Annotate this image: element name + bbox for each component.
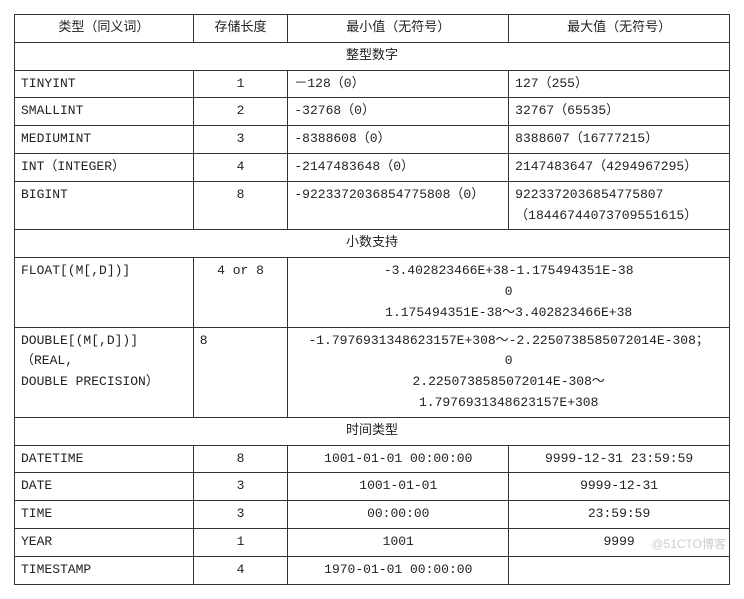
table-row: INT（INTEGER） 4 -2147483648（0） 2147483647… xyxy=(15,153,730,181)
section-dec-label: 小数支持 xyxy=(15,230,730,258)
header-length: 存储长度 xyxy=(193,15,288,43)
cell-min: －128（0） xyxy=(288,70,509,98)
cell-max: 9999-12-31 xyxy=(509,473,730,501)
table-row: FLOAT[(M[,D])] 4 or 8 -3.402823466E+38-1… xyxy=(15,258,730,327)
cell-max xyxy=(509,556,730,584)
range-line: 2.2250738585072014E-308～ xyxy=(412,374,604,389)
cell-max: 2147483647（4294967295） xyxy=(509,153,730,181)
table-row: TINYINT 1 －128（0） 127（255） xyxy=(15,70,730,98)
cell-len: 8 xyxy=(193,445,288,473)
table-row: YEAR 1 1001 9999 xyxy=(15,528,730,556)
datatype-table: 类型（同义词） 存储长度 最小值（无符号） 最大值（无符号） 整型数字 TINY… xyxy=(14,14,730,585)
cell-max: 9999 xyxy=(509,528,730,556)
cell-type: DATE xyxy=(15,473,194,501)
range-line: 0 xyxy=(505,353,513,368)
range-line: 1.175494351E-38～3.402823466E+38 xyxy=(385,305,632,320)
header-row: 类型（同义词） 存储长度 最小值（无符号） 最大值（无符号） xyxy=(15,15,730,43)
header-min: 最小值（无符号） xyxy=(288,15,509,43)
range-line: 1.7976931348623157E+308 xyxy=(419,395,598,410)
cell-len: 3 xyxy=(193,501,288,529)
cell-max: 8388607（16777215） xyxy=(509,126,730,154)
cell-min: 1970-01-01 00:00:00 xyxy=(288,556,509,584)
header-type: 类型（同义词） xyxy=(15,15,194,43)
section-dec: 小数支持 xyxy=(15,230,730,258)
range-line: -1.7976931348623157E+308～-2.225073858507… xyxy=(308,333,708,348)
cell-min: -8388608（0） xyxy=(288,126,509,154)
cell-type: DATETIME xyxy=(15,445,194,473)
cell-max: 9223372036854775807（18446744073709551615… xyxy=(509,181,730,230)
cell-max: 23:59:59 xyxy=(509,501,730,529)
cell-len: 4 xyxy=(193,153,288,181)
cell-range: -1.7976931348623157E+308～-2.225073858507… xyxy=(288,327,730,417)
table-row: SMALLINT 2 -32768（0） 32767（65535） xyxy=(15,98,730,126)
cell-len: 3 xyxy=(193,126,288,154)
cell-len: 1 xyxy=(193,70,288,98)
cell-max: 127（255） xyxy=(509,70,730,98)
table-row: DATE 3 1001-01-01 9999-12-31 xyxy=(15,473,730,501)
table-row: DATETIME 8 1001-01-01 00:00:00 9999-12-3… xyxy=(15,445,730,473)
cell-min: -2147483648（0） xyxy=(288,153,509,181)
section-int: 整型数字 xyxy=(15,42,730,70)
cell-type: TINYINT xyxy=(15,70,194,98)
cell-max: 32767（65535） xyxy=(509,98,730,126)
cell-type: INT（INTEGER） xyxy=(15,153,194,181)
range-line: 0 xyxy=(505,284,513,299)
table-row: TIME 3 00:00:00 23:59:59 xyxy=(15,501,730,529)
cell-len: 8 xyxy=(193,327,288,417)
cell-type: YEAR xyxy=(15,528,194,556)
cell-range: -3.402823466E+38-1.175494351E-38 0 1.175… xyxy=(288,258,730,327)
cell-min: 1001-01-01 00:00:00 xyxy=(288,445,509,473)
section-int-label: 整型数字 xyxy=(15,42,730,70)
cell-type: DOUBLE[(M[,D])] （REAL, DOUBLE PRECISION） xyxy=(15,327,194,417)
table-row: BIGINT 8 -9223372036854775808（0） 9223372… xyxy=(15,181,730,230)
section-time-label: 时间类型 xyxy=(15,417,730,445)
cell-type: TIME xyxy=(15,501,194,529)
cell-type: SMALLINT xyxy=(15,98,194,126)
cell-len: 4 or 8 xyxy=(193,258,288,327)
table-row: TIMESTAMP 4 1970-01-01 00:00:00 xyxy=(15,556,730,584)
table-row: MEDIUMINT 3 -8388608（0） 8388607（16777215… xyxy=(15,126,730,154)
cell-type: MEDIUMINT xyxy=(15,126,194,154)
cell-max: 9999-12-31 23:59:59 xyxy=(509,445,730,473)
cell-len: 3 xyxy=(193,473,288,501)
cell-min: 1001-01-01 xyxy=(288,473,509,501)
cell-type: TIMESTAMP xyxy=(15,556,194,584)
cell-type: FLOAT[(M[,D])] xyxy=(15,258,194,327)
cell-len: 1 xyxy=(193,528,288,556)
range-line: -3.402823466E+38-1.175494351E-38 xyxy=(384,263,634,278)
section-time: 时间类型 xyxy=(15,417,730,445)
cell-len: 8 xyxy=(193,181,288,230)
cell-min: 1001 xyxy=(288,528,509,556)
table-row: DOUBLE[(M[,D])] （REAL, DOUBLE PRECISION）… xyxy=(15,327,730,417)
cell-len: 2 xyxy=(193,98,288,126)
cell-min: -9223372036854775808（0） xyxy=(288,181,509,230)
cell-type: BIGINT xyxy=(15,181,194,230)
cell-min: -32768（0） xyxy=(288,98,509,126)
cell-min: 00:00:00 xyxy=(288,501,509,529)
header-max: 最大值（无符号） xyxy=(509,15,730,43)
cell-len: 4 xyxy=(193,556,288,584)
